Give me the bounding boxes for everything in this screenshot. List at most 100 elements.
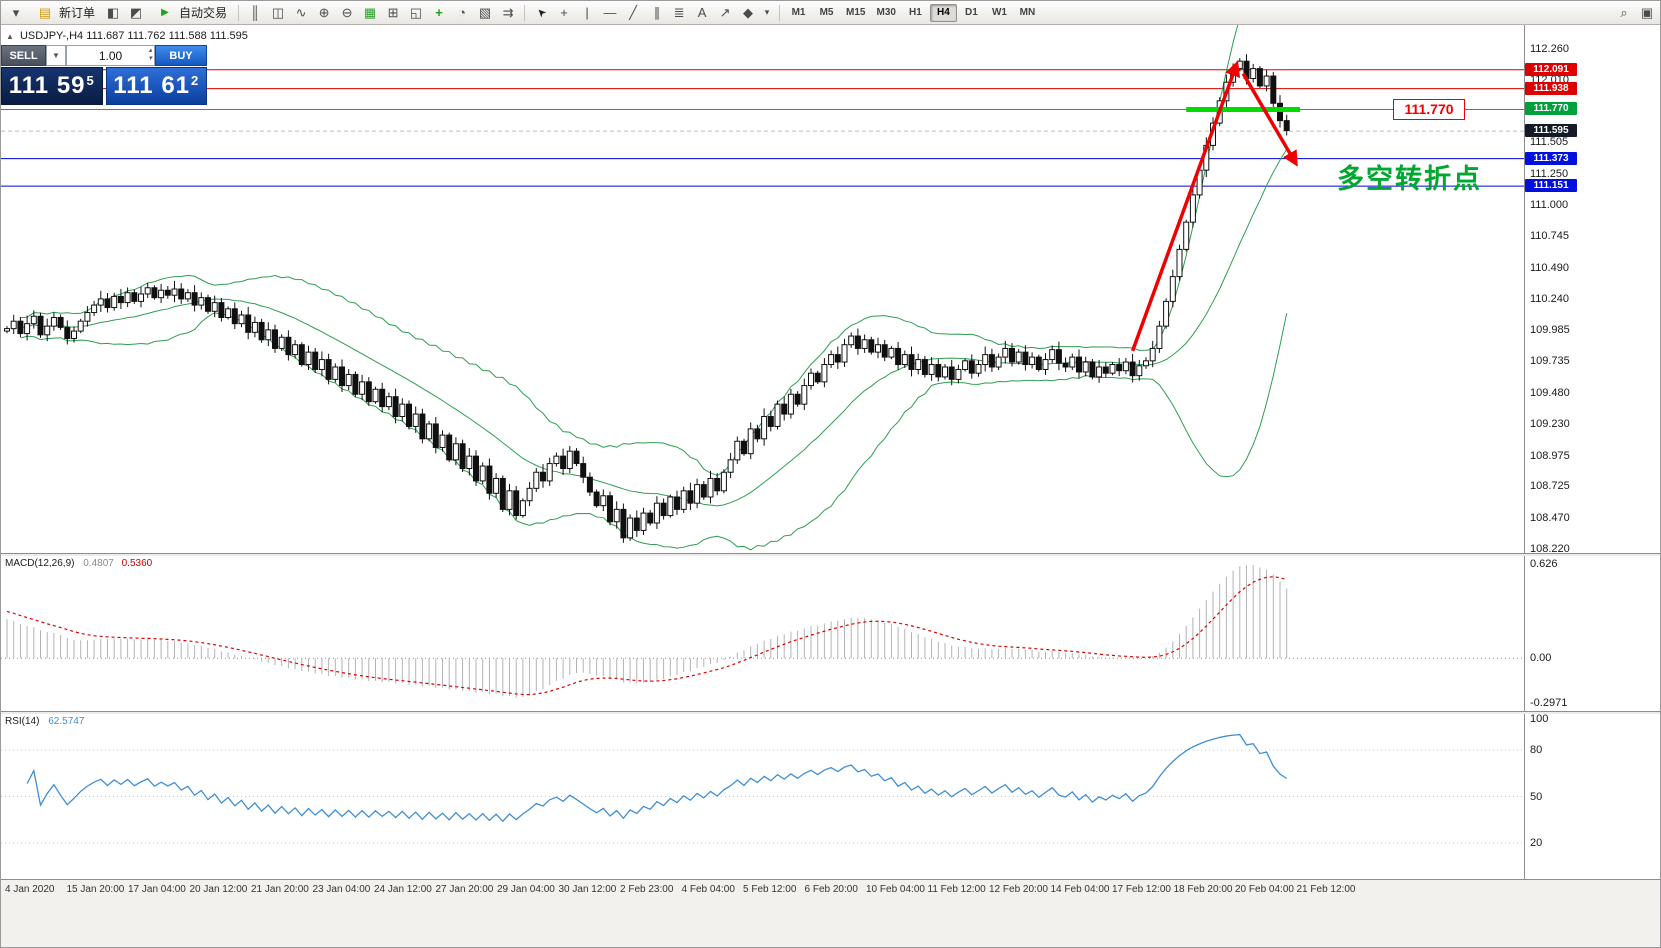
symbol-ohlc-values: 111.687 111.762 111.588 111.595 [86,30,248,42]
one-click-trading-panel: SELL ▼ 1.00 ▴ ▾ BUY 111 59 5 111 61 2 [1,45,207,105]
fibonacci-icon[interactable]: ≣ [673,4,685,20]
period-icon[interactable]: ◔ [458,5,466,20]
price-axis-column[interactable] [1524,25,1660,879]
toolbar-separator [524,4,526,21]
chart-bars-icon[interactable]: ║ [250,5,260,20]
lot-size-input[interactable]: 1.00 ▴ ▾ [66,45,155,66]
time-axis-label: 18 Feb 20:00 [1173,884,1233,895]
rsi-name: RSI(14) [5,716,40,727]
cursor-icon[interactable]: ➤ [533,4,549,20]
price-axis-tick: 111.250 [1530,167,1569,180]
window-list-icon[interactable]: ▣ [1640,4,1654,20]
search-icon[interactable]: ⌕ [1620,4,1628,20]
price-badge-111.770: 111.770 [1525,102,1577,116]
chart-menu-icon[interactable]: ▾ [12,4,20,20]
macd-indicator-label: MACD(12,26,9) 0.4807 0.5360 [5,558,152,569]
price-axis-tick: 111.505 [1530,136,1569,149]
trendline-icon[interactable]: ╱ [629,4,637,20]
grid-icon[interactable]: ▦ [363,4,377,20]
autotrade-label: 自动交易 [179,6,228,20]
price-axis-tick: 111.000 [1530,198,1569,211]
timeframe-m5[interactable]: M5 [813,4,840,22]
rsi-canvas[interactable] [1,714,1524,879]
buy-button[interactable]: BUY [155,45,207,66]
main-chart-canvas[interactable] [1,25,1524,553]
autotrade-button[interactable]: ▶ 自动交易 [148,3,233,23]
price-axis-tick: 110.240 [1530,292,1569,305]
time-axis[interactable]: 4 Jan 2020 15 Jan 20:00 17 Jan 04:00 20 Jan… [1,879,1660,899]
order-type-dropdown[interactable]: ▼ [46,45,66,66]
macd-axis-tick: 0.626 [1530,558,1558,570]
price-badge-111.938: 111.938 [1525,81,1577,95]
zoom-in-icon[interactable]: ⊕ [318,4,330,20]
macd-name: MACD(12,26,9) [5,558,75,569]
main-chart-panel[interactable]: ▲ USDJPY-,H4 111.687 111.762 111.588 111… [1,25,1524,553]
time-axis-label: 14 Feb 04:00 [1050,884,1110,895]
sell-button[interactable]: SELL [1,45,46,66]
time-axis-label: 20 Feb 04:00 [1235,884,1294,895]
symbol-ohlc-readout: ▲ USDJPY-,H4 111.687 111.762 111.588 111… [6,30,248,42]
price-axis-tick: 109.985 [1530,324,1570,337]
crosshair-icon[interactable]: + [560,5,568,20]
buy-price-pipette: 2 [191,72,200,88]
timeframe-w1[interactable]: W1 [986,4,1013,22]
arrows-icon[interactable]: ↗ [719,4,731,20]
buy-price-value: 111 61 [113,72,191,99]
chart-candles-icon[interactable]: ◫ [271,4,285,20]
shapes-caret-icon[interactable]: ▾ [764,7,770,17]
timeframe-m30[interactable]: M30 [871,4,900,22]
buy-price-display[interactable]: 111 61 2 [105,67,207,105]
cascade-windows-icon[interactable]: ◱ [409,4,423,20]
time-axis-label: 4 Feb 04:00 [681,884,735,895]
macd-axis-labels: 0.626 0.00 -0.2971 [1524,556,1660,711]
timeframe-h1[interactable]: H1 [902,4,929,22]
rsi-axis-tick: 100 [1530,713,1549,725]
macd-canvas[interactable] [1,556,1524,711]
panel-separator[interactable] [1,553,1660,556]
chart-line-icon[interactable]: ∿ [295,4,307,20]
shapes-icon[interactable]: ◆ [743,4,754,20]
channel-icon[interactable]: ∥ [653,4,661,20]
time-axis-label: 6 Feb 20:00 [804,884,858,895]
timeframe-mn[interactable]: MN [1014,4,1041,22]
time-axis-label: 4 Jan 2020 [5,884,55,895]
layouts-icon[interactable]: ◧ [106,4,120,20]
rsi-axis-tick: 50 [1530,790,1543,803]
time-axis-label: 11 Feb 12:00 [927,884,986,895]
add-indicator-icon[interactable]: + [435,5,443,20]
toolbar-separator [238,4,240,21]
vertical-line-icon[interactable]: | [585,5,589,20]
time-axis-label: 10 Feb 04:00 [866,884,925,895]
timeframe-d1[interactable]: D1 [958,4,985,22]
timeframe-h4[interactable]: H4 [929,3,957,22]
tile-windows-icon[interactable]: ⊞ [387,4,399,20]
time-axis-label: 21 Feb 12:00 [1296,884,1356,895]
time-axis-label: 12 Feb 20:00 [989,884,1048,895]
main-toolbar: ▾ ▤ 新订单 ◧ ◩ ▶ 自动交易 ║ ◫ ∿ ⊕ ⊖ ▦ ⊞ ◱ + ◔ ▧… [1,1,1660,25]
lot-increase-button[interactable]: ▴ [148,47,152,54]
sell-price-display[interactable]: 111 59 5 [1,67,103,105]
autotrade-icon: ▶ [161,7,169,18]
horizontal-line-icon[interactable]: — [603,5,617,20]
templates-icon[interactable]: ▧ [478,4,492,20]
profiles-icon[interactable]: ◩ [129,4,143,20]
zoom-out-icon[interactable]: ⊖ [341,4,353,20]
lot-size-value: 1.00 [98,48,123,63]
time-axis-label: 27 Jan 20:00 [435,884,494,895]
panel-separator[interactable] [1,711,1660,714]
sell-price-pipette: 5 [86,72,95,88]
window-bottom-area [1,899,1660,947]
trend-note-annotation: 多空转折点 [1337,164,1482,194]
chart-shift-icon[interactable]: ⇉ [502,4,514,20]
time-axis-label: 15 Jan 20:00 [66,884,125,895]
timeframe-m15[interactable]: M15 [841,4,870,22]
lot-decrease-button[interactable]: ▾ [148,55,152,62]
macd-signal-value: 0.5360 [121,558,153,569]
new-order-button[interactable]: ▤ 新订单 [28,3,101,23]
macd-panel[interactable]: MACD(12,26,9) 0.4807 0.5360 [1,556,1524,711]
timeframe-m1[interactable]: M1 [785,4,812,22]
text-icon[interactable]: A [697,5,707,20]
rsi-panel[interactable]: RSI(14) 62.5747 [1,714,1524,879]
price-axis-tick: 110.745 [1530,230,1569,243]
time-axis-label: 20 Jan 12:00 [189,884,248,895]
